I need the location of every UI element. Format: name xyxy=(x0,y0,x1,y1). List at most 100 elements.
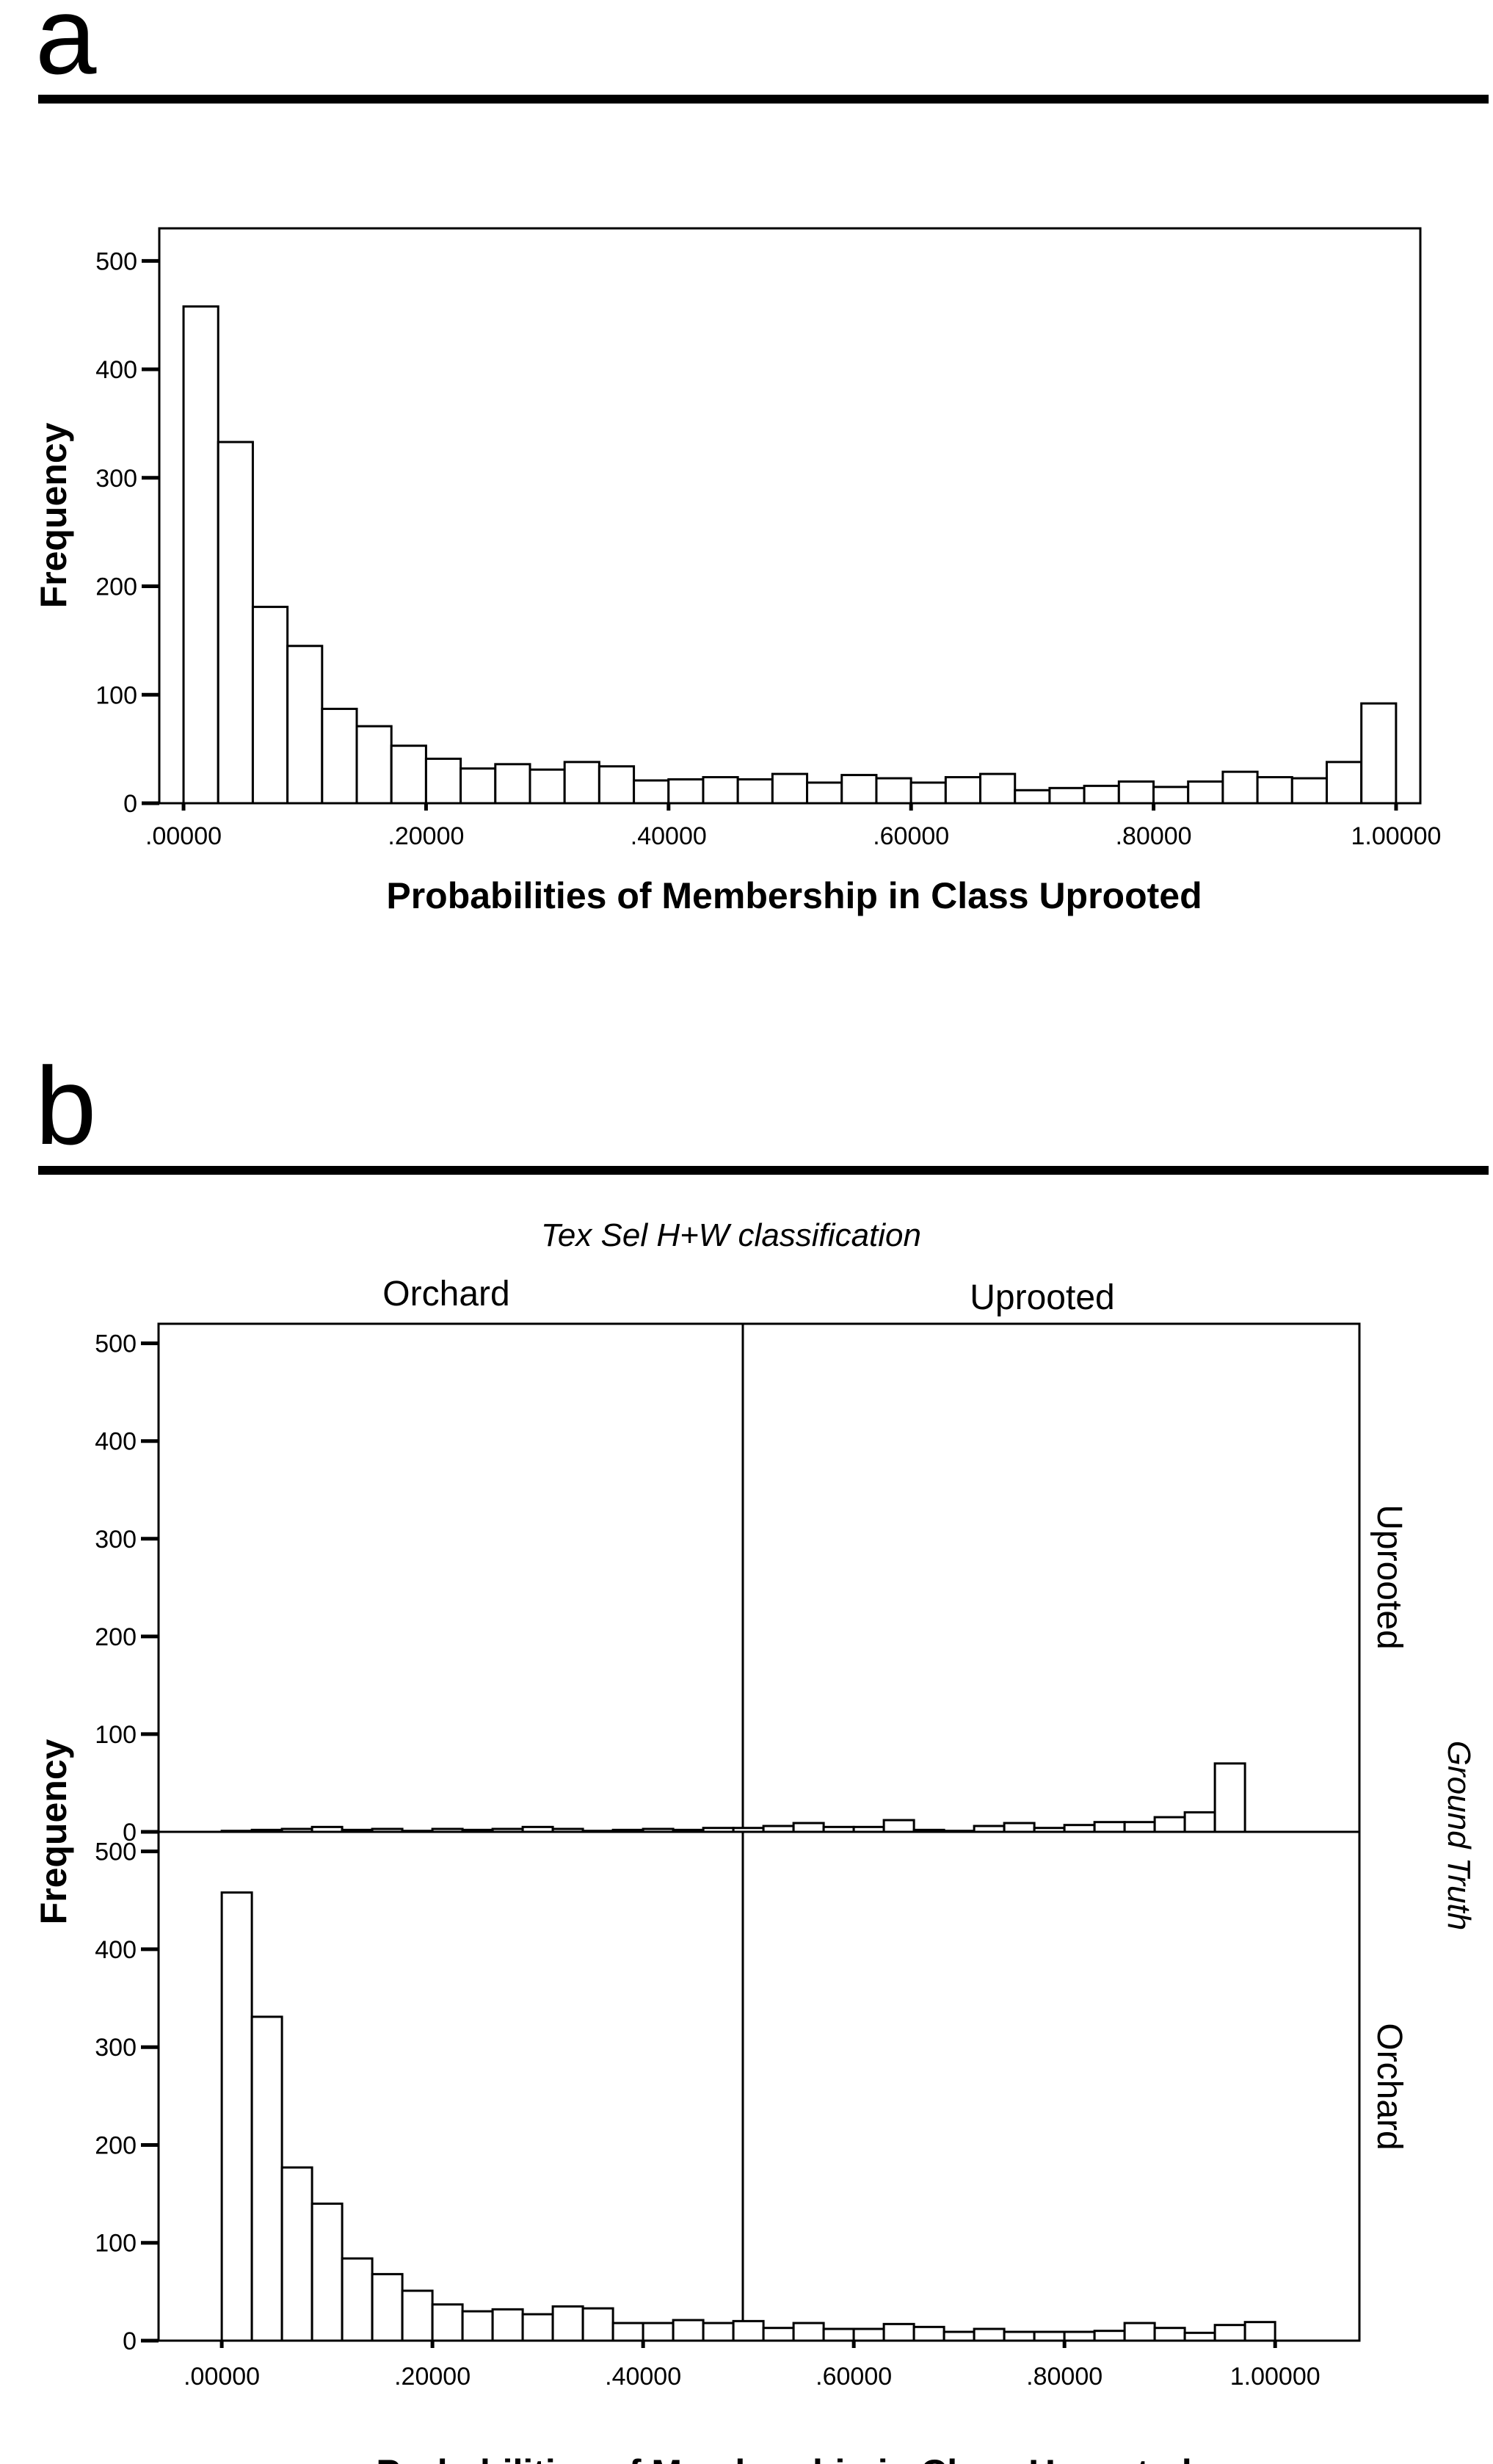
panel-b-orchard-row-bar-22 xyxy=(882,2322,915,2342)
panel-a-bar-29 xyxy=(1187,780,1224,805)
panel-a-bar-8 xyxy=(459,767,497,805)
panel-b-orchard-row-bar-1 xyxy=(250,2015,283,2342)
row-label-uprooted: Uprooted xyxy=(1370,1504,1409,1649)
panel-b-orchard-row-bar-19 xyxy=(792,2322,825,2342)
panel-a-y-tick-label-3: 300 xyxy=(95,465,137,493)
panel-b-uprooted-row-bar-25 xyxy=(973,1825,1006,1833)
panel-b-uprooted-row-y-tick-label-4: 400 xyxy=(95,1428,137,1456)
panel-b-x-tick-label-5: 1.00000 xyxy=(1230,2363,1321,2391)
panel-a-bars xyxy=(182,305,1398,805)
panel-b-orchard-row-y-axis: 0 100 200 300 400 500 xyxy=(95,1838,159,2355)
panel-a-x-tick-label-0: .00000 xyxy=(145,822,222,850)
panel-b-orchard-row-bars xyxy=(220,1891,1276,2342)
panel-b-orchard-row-bar-29 xyxy=(1093,2330,1126,2342)
panel-a-x-tick-label-4: .80000 xyxy=(1116,822,1192,850)
panel-a-x-tick-label-3: .60000 xyxy=(873,822,949,850)
panel-b-orchard-row-y-tick-label-3: 300 xyxy=(95,2034,137,2062)
panel-b-uprooted-row-bar-3 xyxy=(310,1825,344,1833)
panel-b-orchard-row-bar-26 xyxy=(1003,2330,1036,2342)
panel-b-orchard-row-bar-14 xyxy=(642,2322,675,2342)
row-title-ground-truth: Ground Truth xyxy=(1441,1741,1477,1930)
panel-b-orchard-row-bar-33 xyxy=(1213,2324,1246,2342)
panel-a-bar-24 xyxy=(1014,789,1051,805)
panel-b-uprooted-row-bar-13 xyxy=(611,1828,644,1833)
panel-b-uprooted-row-bar-15 xyxy=(672,1828,705,1833)
panel-a-y-tick-label-1: 100 xyxy=(95,681,137,709)
panel-a-y-axis-title: Frequency xyxy=(33,422,74,608)
panel-a-bar-6 xyxy=(390,744,427,805)
panel-b-x-tick-label-0: .00000 xyxy=(184,2363,260,2391)
panel-b-orchard-row-y-tick-label-0: 0 xyxy=(123,2327,137,2355)
panel-b-orchard-row-bar-6 xyxy=(401,2289,434,2342)
panel-b-orchard-row-bar-2 xyxy=(280,2166,313,2342)
column-label-uprooted: Uprooted xyxy=(970,1278,1114,1317)
panel-b-uprooted-row-bar-19 xyxy=(792,1822,825,1833)
panel-b-uprooted-row-bar-0 xyxy=(220,1830,253,1833)
panel-b-orchard-row-bar-13 xyxy=(611,2322,644,2342)
panel-a-bar-26 xyxy=(1083,784,1120,805)
panel-a-bar-28 xyxy=(1152,786,1190,805)
panel-a-bar-33 xyxy=(1325,761,1363,805)
panel-b-orchard-row-bar-21 xyxy=(852,2327,885,2342)
panel-a-bar-21 xyxy=(909,781,947,805)
panel-b-orchard-row-bar-10 xyxy=(521,2313,554,2342)
panel-b-orchard-row-bar-16 xyxy=(702,2322,735,2342)
panel-b-orchard-row-bar-12 xyxy=(581,2307,614,2342)
panel-a-bar-25 xyxy=(1048,786,1086,805)
panel-a-x-axis: .00000 .20000 .40000 .60000 .80000 1.00000 xyxy=(145,803,1441,850)
panel-b-uprooted-row-bar-16 xyxy=(702,1827,735,1833)
panel-b-orchard-row-y-tick-label-4: 400 xyxy=(95,1936,137,1964)
panel-a-x-tick-label-1: .20000 xyxy=(388,822,464,850)
panel-a-bar-27 xyxy=(1117,780,1155,805)
panel-a-y-tick-label-4: 400 xyxy=(95,356,137,384)
panel-b-uprooted-row-bar-21 xyxy=(852,1825,885,1833)
panel-b-uprooted-row-bar-5 xyxy=(371,1827,404,1833)
panel-b-uprooted-row-bar-20 xyxy=(822,1825,855,1833)
panel-b-orchard-row-bar-4 xyxy=(341,2257,374,2342)
panel-b-uprooted-row-bar-9 xyxy=(491,1827,524,1833)
panel-b-x-tick-label-4: .80000 xyxy=(1026,2363,1103,2391)
panel-b-orchard-row-bar-30 xyxy=(1123,2322,1156,2342)
panel-b-orchard-row-bar-8 xyxy=(461,2310,494,2342)
panel-a-x-axis-title: Probabilities of Membership in Class Upr… xyxy=(386,875,1202,916)
panel-b-uprooted-row-bar-2 xyxy=(280,1827,313,1833)
panel-b-uprooted-row-bar-7 xyxy=(431,1827,464,1833)
panel-b-uprooted-row-bar-30 xyxy=(1123,1821,1156,1833)
panel-a-bar-23 xyxy=(979,772,1017,805)
panel-a-bar-13 xyxy=(633,779,670,805)
panel-b-orchard-row-y-tick-label-2: 200 xyxy=(95,2131,137,2159)
panel-b-uprooted-row-y-tick-label-3: 300 xyxy=(95,1526,137,1554)
panel-a-bar-18 xyxy=(806,781,843,805)
panel-b-orchard-row-bar-0 xyxy=(220,1891,253,2342)
panel-b-x-axis: .00000 .20000 .40000 .60000 .80000 1.00000 xyxy=(184,2341,1321,2391)
panel-a-bar-31 xyxy=(1256,776,1293,805)
panel-a-bar-15 xyxy=(702,776,739,805)
panel-a-bar-0 xyxy=(182,305,219,805)
panel-a-bar-3 xyxy=(286,645,324,805)
row-label-orchard: Orchard xyxy=(1370,2023,1409,2150)
panel-b-uprooted-row-bar-28 xyxy=(1063,1824,1096,1833)
panel-b-facet-title: Tex Sel H+W classification xyxy=(541,1217,921,1253)
panel-b-orchard-row-bar-34 xyxy=(1243,2321,1276,2342)
panel-b-uprooted-row-bar-29 xyxy=(1093,1821,1126,1833)
panel-a-bar-9 xyxy=(494,763,531,805)
panel-a-bar-12 xyxy=(597,765,636,805)
panel-a-bar-17 xyxy=(771,772,809,805)
panel-a-letter: a xyxy=(35,0,97,97)
panel-b-uprooted-row-bar-1 xyxy=(250,1828,283,1833)
panel-b-orchard-row-bar-3 xyxy=(310,2202,344,2342)
panel-a-y-tick-label-5: 500 xyxy=(95,247,137,275)
panel-b-y-axis-title: Frequency xyxy=(33,1739,74,1924)
panel-b-orchard-row-bar-31 xyxy=(1153,2327,1186,2342)
panel-b-x-tick-label-2: .40000 xyxy=(605,2363,681,2391)
panel-b-uprooted-row-bar-23 xyxy=(912,1828,945,1833)
panel-b-uprooted-row-bar-24 xyxy=(942,1830,976,1833)
panel-b-uprooted-row-y-tick-label-2: 200 xyxy=(95,1623,137,1651)
panel-a-bar-14 xyxy=(667,778,705,805)
panel-b-orchard-row-bar-7 xyxy=(431,2303,464,2342)
panel-b-uprooted-row-y-tick-label-1: 100 xyxy=(95,1721,137,1749)
panel-a-bar-32 xyxy=(1290,777,1328,805)
panel-a-bar-16 xyxy=(736,778,774,805)
panel-b-orchard-row-bar-25 xyxy=(973,2327,1006,2342)
